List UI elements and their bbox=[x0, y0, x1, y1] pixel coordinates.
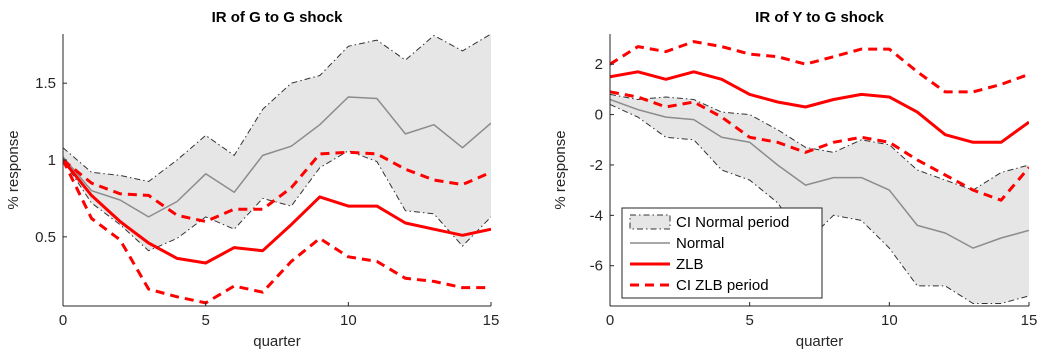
chart-title: IR of G to G shock bbox=[212, 9, 343, 26]
series-line-ci-zlb-period bbox=[610, 90, 1029, 202]
series-line-ci-zlb-period bbox=[63, 159, 491, 305]
series-line-normal bbox=[63, 96, 491, 218]
y-tick-label: -2 bbox=[590, 157, 603, 174]
chart-title: IR of Y to G shock bbox=[755, 9, 884, 26]
legend-label: CI Normal period bbox=[676, 214, 789, 231]
ci-normal-lower-line bbox=[610, 104, 1029, 304]
panel-g-to-g: IR of G to G shock quarter % response 0 5… bbox=[5, 9, 499, 350]
series-line-ci-zlb-period bbox=[63, 150, 491, 223]
x-tick-label: 10 bbox=[340, 312, 357, 329]
y-tick-label: -4 bbox=[590, 207, 603, 224]
x-axis-label: quarter bbox=[253, 333, 301, 350]
x-tick-label: 0 bbox=[59, 312, 67, 329]
legend-label: CI ZLB period bbox=[676, 277, 769, 294]
y-tick-label: 0 bbox=[595, 107, 603, 124]
legend: CI Normal period Normal ZLB CI ZLB period bbox=[621, 207, 823, 299]
legend-swatch-ci-normal bbox=[629, 214, 671, 230]
plot-area bbox=[63, 34, 491, 305]
y-axis-label: % response bbox=[5, 130, 22, 209]
ci-normal-upper-line bbox=[63, 34, 491, 183]
y-axis-label: % response bbox=[552, 130, 569, 209]
y-tick-label: 2 bbox=[595, 56, 603, 73]
series-line-zlb bbox=[63, 159, 491, 265]
x-axis-label: quarter bbox=[796, 333, 844, 350]
x-tick-label: 5 bbox=[745, 312, 753, 329]
legend-label: ZLB bbox=[676, 256, 704, 273]
x-tick-label: 15 bbox=[1021, 312, 1038, 329]
ci-normal-band bbox=[610, 94, 1029, 304]
panel-y-to-g: IR of Y to G shock quarter % response 0 5… bbox=[552, 9, 1037, 350]
x-tick-label: 10 bbox=[881, 312, 898, 329]
ci-normal-upper-line bbox=[610, 93, 1029, 191]
x-tick-label: 15 bbox=[483, 312, 500, 329]
y-tick-label: 1 bbox=[48, 152, 56, 169]
y-tick-label: -6 bbox=[590, 258, 603, 275]
series-line-zlb bbox=[610, 70, 1029, 144]
legend-label: Normal bbox=[676, 235, 724, 252]
series-line-ci-zlb-period bbox=[610, 40, 1029, 94]
ci-normal-lower-line bbox=[63, 150, 491, 252]
ci-normal-band bbox=[63, 34, 491, 251]
plot-area bbox=[610, 40, 1029, 304]
y-tick-label: 1.5 bbox=[35, 75, 56, 92]
series-line-normal bbox=[610, 98, 1029, 249]
y-tick-label: 0.5 bbox=[35, 229, 56, 246]
x-tick-label: 0 bbox=[606, 312, 614, 329]
x-tick-label: 5 bbox=[201, 312, 209, 329]
